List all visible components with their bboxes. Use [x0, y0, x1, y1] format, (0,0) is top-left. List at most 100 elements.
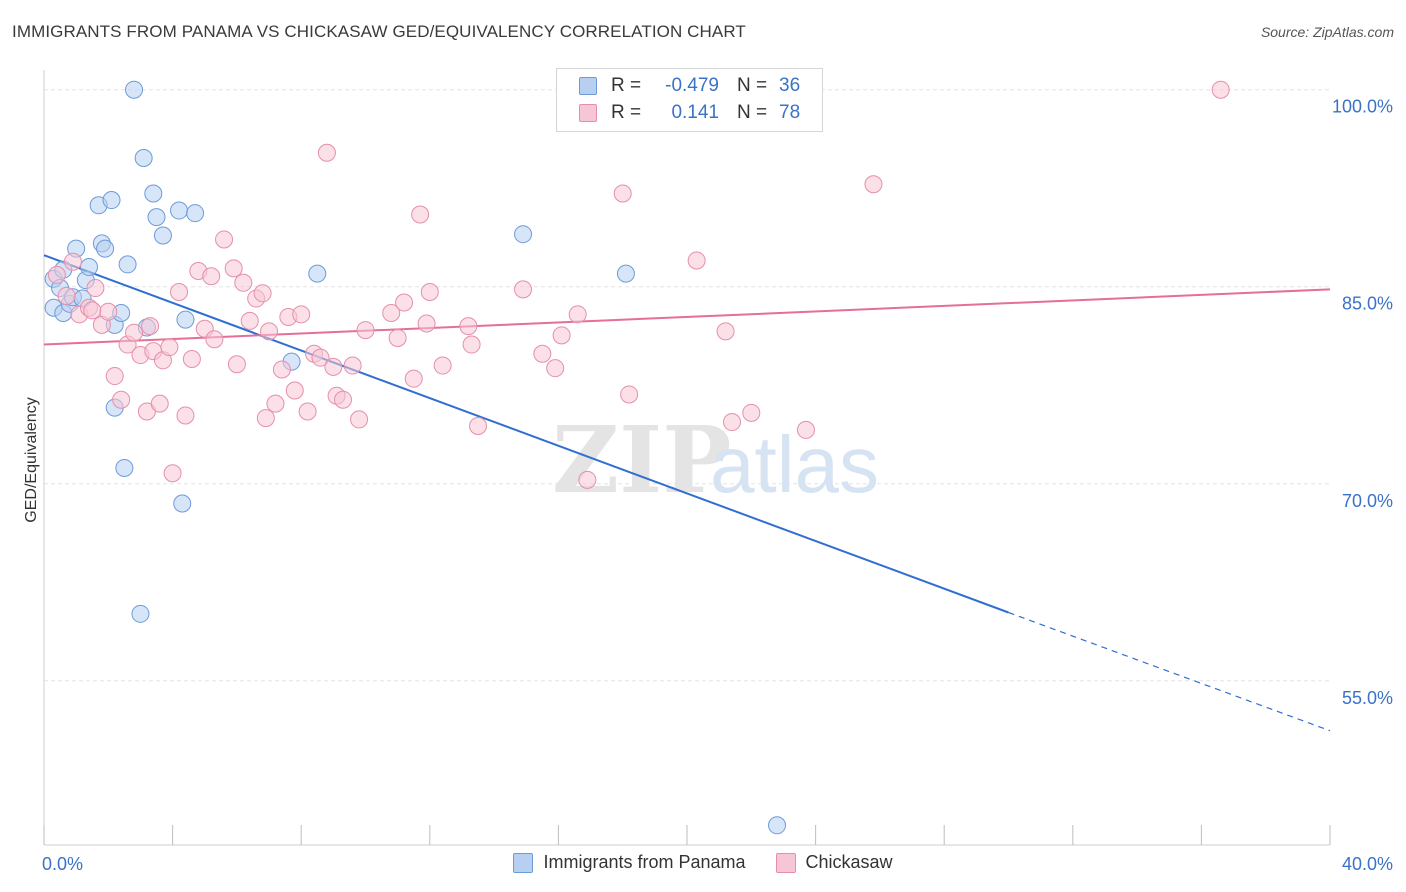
point-chickasaw: [350, 410, 369, 429]
y-tick-label: 55.0%: [1342, 688, 1393, 708]
point-chickasaw: [150, 394, 169, 413]
point-chickasaw: [382, 304, 401, 323]
point-chickasaw: [266, 394, 285, 413]
y-tick-label: 70.0%: [1342, 491, 1393, 511]
bottom-legend-swatch-blue: [513, 852, 534, 873]
point-chickasaw: [620, 385, 639, 404]
legend-swatch-pink: [579, 104, 597, 122]
point-panama: [134, 149, 153, 168]
point-chickasaw: [141, 317, 160, 336]
point-chickasaw: [163, 464, 182, 483]
legend-n-value: 78: [779, 102, 801, 123]
point-panama: [118, 255, 137, 274]
point-chickasaw: [215, 230, 234, 249]
point-panama: [96, 239, 115, 258]
watermark-zip: ZIP: [552, 406, 731, 514]
chart-title: IMMIGRANTS FROM PANAMA VS CHICKASAW GED/…: [12, 22, 746, 41]
point-chickasaw: [47, 265, 66, 284]
y-tick-label: 85.0%: [1342, 294, 1393, 314]
point-chickasaw: [343, 356, 362, 375]
point-chickasaw: [205, 330, 224, 349]
point-panama: [80, 258, 99, 277]
point-chickasaw: [864, 175, 883, 194]
point-chickasaw: [234, 273, 253, 292]
axes: [43, 70, 1331, 846]
point-panama: [616, 264, 635, 283]
legend-r-label: R =: [611, 102, 642, 123]
point-chickasaw: [240, 311, 259, 330]
watermark: ZIP atlas: [552, 406, 879, 514]
point-chickasaw: [272, 360, 291, 379]
point-chickasaw: [333, 390, 352, 409]
point-chickasaw: [417, 314, 436, 333]
point-chickasaw: [742, 403, 761, 422]
point-chickasaw: [176, 406, 195, 425]
point-chickasaw: [568, 305, 587, 324]
point-chickasaw: [83, 301, 102, 320]
point-chickasaw: [356, 321, 375, 340]
legend-r-label: R =: [611, 75, 642, 96]
point-chickasaw: [613, 184, 632, 203]
legend-n-value: 36: [779, 75, 801, 96]
point-chickasaw: [311, 348, 330, 367]
bottom-legend-swatch-pink: [775, 852, 796, 873]
trendline-panama-extension: [1008, 611, 1331, 732]
legend-swatch-blue: [579, 77, 597, 95]
point-panama: [144, 184, 163, 203]
bottom-legend-item-chickasaw: Chickasaw: [775, 852, 893, 873]
point-chickasaw: [125, 323, 144, 342]
bottom-legend-label: Immigrants from Panama: [543, 852, 746, 872]
point-chickasaw: [260, 322, 279, 341]
axis-labels: 100.0% 85.0% 70.0% 55.0% 0.0% 40.0% GED/Equiva…: [23, 97, 1393, 874]
point-chickasaw: [1211, 80, 1230, 99]
point-chickasaw: [160, 338, 179, 357]
point-chickasaw: [388, 328, 407, 347]
bottom-legend-item-panama: Immigrants from Panama: [513, 852, 746, 873]
y-tick-label: 100.0%: [1332, 97, 1393, 117]
legend-r-value: 0.141: [671, 102, 719, 123]
point-chickasaw: [533, 344, 552, 363]
trendline-chickasaw: [43, 288, 1331, 346]
data-points: [44, 80, 1230, 835]
point-chickasaw: [63, 252, 82, 271]
point-panama: [131, 604, 150, 623]
point-panama: [125, 80, 144, 99]
point-chickasaw: [227, 355, 246, 374]
point-chickasaw: [285, 381, 304, 400]
legend-n-label: N =: [737, 75, 768, 96]
point-panama: [147, 208, 166, 227]
point-chickasaw: [57, 286, 76, 305]
trendline-panama: [43, 254, 1009, 614]
point-chickasaw: [514, 280, 533, 299]
point-panama: [170, 201, 189, 220]
point-chickasaw: [253, 284, 272, 303]
point-chickasaw: [112, 390, 131, 409]
legend-n-label: N =: [737, 102, 768, 123]
bottom-legend: Immigrants from Panama Chickasaw: [0, 852, 1406, 873]
point-chickasaw: [552, 326, 571, 345]
legend-row-chickasaw: R = 0.141 N = 78: [579, 102, 800, 124]
grid-lines: [44, 89, 1330, 682]
point-chickasaw: [420, 282, 439, 301]
point-chickasaw: [137, 402, 156, 421]
point-chickasaw: [411, 205, 430, 224]
point-chickasaw: [86, 279, 105, 298]
legend-r-value: -0.479: [665, 75, 719, 96]
point-chickasaw: [546, 359, 565, 378]
point-chickasaw: [796, 420, 815, 439]
point-panama: [153, 226, 172, 245]
y-axis-title: GED/Equivalency: [23, 397, 40, 522]
x-tick-label: 0.0%: [42, 854, 83, 874]
point-chickasaw: [292, 305, 311, 324]
point-chickasaw: [462, 335, 481, 354]
chart-source: Source: ZipAtlas.com: [1260, 24, 1394, 40]
point-chickasaw: [578, 470, 597, 489]
bottom-legend-label: Chickasaw: [805, 852, 893, 872]
point-chickasaw: [716, 322, 735, 341]
point-chickasaw: [298, 402, 317, 421]
point-chickasaw: [433, 356, 452, 375]
point-chickasaw: [723, 413, 742, 432]
point-chickasaw: [317, 143, 336, 162]
point-panama: [173, 494, 192, 513]
